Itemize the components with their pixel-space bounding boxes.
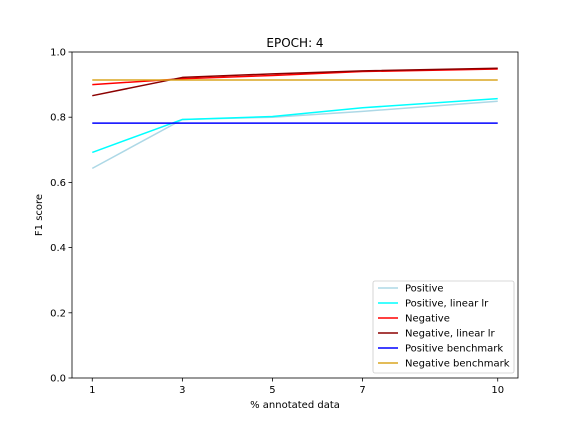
legend-box <box>372 280 515 374</box>
y-tick-label: 0.4 <box>50 243 66 254</box>
legend-entries: Positive Positive, linear lr Negative Negat… <box>378 284 510 370</box>
x-tick-label: 5 <box>269 385 275 396</box>
y-tick-label: 0.6 <box>50 178 66 189</box>
chart-title: EPOCH: 4 <box>266 36 323 50</box>
plot-frame <box>71 51 519 379</box>
y-tick-label: 0.0 <box>50 374 66 385</box>
legend-label: Negative, linear lr <box>405 329 495 340</box>
legend-label: Positive benchmark <box>405 344 503 355</box>
series-line-positive-linear-lr <box>92 97 498 154</box>
y-tick-label: 0.2 <box>50 308 66 319</box>
legend-label: Negative benchmark <box>405 359 510 370</box>
y-axis-label: F1 score <box>34 194 45 236</box>
x-tick-label: 7 <box>359 385 365 396</box>
y-tick-label: 0.8 <box>50 113 66 124</box>
legend-label: Positive <box>405 284 444 295</box>
x-tick-label: 1 <box>89 385 95 396</box>
legend-label: Positive, linear lr <box>405 299 489 310</box>
series-line-negative-linear-lr <box>92 67 498 97</box>
x-axis: 1 3 5 7 10 <box>89 378 504 396</box>
y-axis: 0.0 0.2 0.4 0.6 0.8 1.0 <box>50 48 72 385</box>
series-lines <box>91 67 498 170</box>
x-axis-label: % annotated data <box>250 400 340 411</box>
x-tick-label: 10 <box>491 385 504 396</box>
y-tick-label: 1.0 <box>50 48 66 59</box>
legend: Positive Positive, linear lr Negative Negat… <box>372 280 515 374</box>
legend-label: Negative <box>405 314 450 325</box>
plot-area: 1 3 5 7 10 0.0 0.2 0.4 0.6 0.8 1.0 <box>50 48 519 396</box>
x-tick-label: 3 <box>179 385 185 396</box>
